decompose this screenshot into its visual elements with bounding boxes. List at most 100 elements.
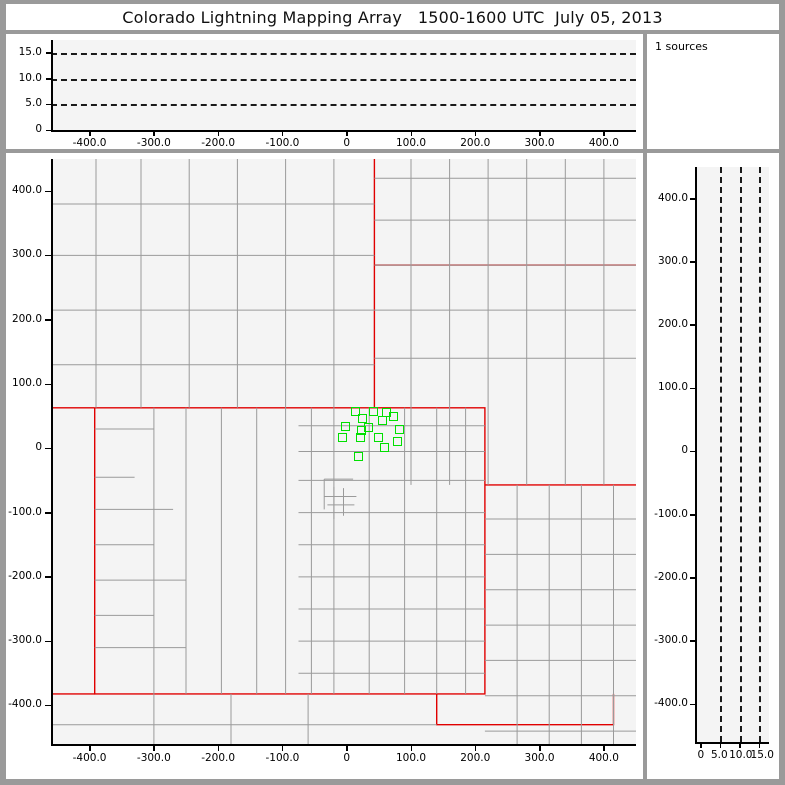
y-tick-label: 200.0 [11,312,42,325]
x-tick-label: 100.0 [395,752,427,764]
source-marker[interactable] [356,432,366,442]
y-tick-label: 200.0 [657,317,688,330]
gridline-horizontal [51,78,636,81]
x-tickmark [153,130,155,136]
altitude-histogram-panel[interactable]: 400.0 300.0 200.0 100.0 0 -100.0 -200.0 -300.0 -… [647,153,779,779]
x-tick-label: 200.0 [460,752,491,764]
x-tick-label: -100.0 [265,752,300,764]
x-tickmark [474,744,477,751]
x-tickmark [89,130,91,136]
y-tickmark [690,261,696,263]
y-tick-label: -100.0 [8,505,42,518]
x-tickmark [700,742,702,748]
gridline-vertical [759,167,762,742]
state-county-map [51,159,636,744]
source-marker[interactable] [354,451,364,461]
x-tick-label: -100.0 [265,137,300,149]
x-tick-label: -400.0 [72,137,107,149]
x-tickmark [719,742,722,748]
x-tickmark [346,744,348,751]
map-plot-area[interactable] [51,159,636,744]
y-tickmark [45,190,52,193]
x-tick-label: -200.0 [201,137,236,149]
y-tickmark [690,640,696,642]
y-tickmark [690,577,696,579]
y-axis-line [51,159,53,744]
x-tick-label: -300.0 [136,137,171,149]
y-tickmark [690,450,696,453]
y-tickmark [46,78,52,80]
y-tick-label: 15.0 [18,45,42,58]
source-marker[interactable] [364,423,374,433]
y-tickmark [46,129,52,131]
source-marker[interactable] [369,406,379,416]
right-plot-area[interactable] [695,167,769,742]
source-marker[interactable] [351,407,361,417]
gridline-horizontal [51,52,636,55]
gridline-vertical [739,167,742,742]
source-marker[interactable] [340,421,350,431]
x-tickmark [739,742,741,748]
page-title: Colorado Lightning Mapping Array 1500-16… [122,7,663,27]
x-tick-label: 5.0 [710,749,728,761]
x-tick-label: -400.0 [72,752,107,764]
y-tick-label: 100.0 [11,377,42,389]
y-tick-label: 0 [681,444,688,457]
time-height-panel[interactable]: 0 5.0 10.0 15.0 -400.0 -300.0 -200.0 -100.0 0 100… [6,34,643,149]
x-tickmark [758,742,761,748]
source-marker[interactable] [357,426,366,436]
x-tickmark [346,130,348,136]
plan-view-map-panel[interactable]: 400.0 300.0 200.0 100.0 0 -100.0 -200.0 -300.0 -… [6,153,643,779]
colorado-state-border [94,407,486,695]
y-tick-label: 300.0 [657,254,688,267]
y-tickmark [46,52,52,54]
y-tickmark [45,640,52,643]
x-tickmark [153,744,155,751]
source-marker[interactable] [394,424,404,434]
source-marker[interactable] [358,414,368,424]
x-tick-label: 10.0 [729,749,753,761]
y-tickmark [690,324,696,326]
x-tickmark [410,744,412,751]
x-tickmark [539,744,541,751]
source-marker[interactable] [379,442,389,452]
x-tick-label: 15.0 [750,749,774,761]
x-axis-line [51,744,636,746]
y-tickmark [690,198,696,200]
x-tick-label: 100.0 [395,137,427,149]
y-tick-label: -400.0 [8,698,42,711]
x-tickmark [410,130,412,136]
x-tick-label: -200.0 [201,752,236,764]
x-tick-label: 0 [697,749,705,761]
x-tickmark [217,130,220,136]
y-tick-label: -300.0 [654,633,688,646]
y-tickmark [45,254,52,257]
x-tickmark [89,744,91,751]
x-tick-label: 200.0 [460,137,491,149]
y-tick-label: -200.0 [654,570,688,583]
y-tick-label: 100.0 [657,381,688,394]
source-marker[interactable] [378,415,388,425]
top-plot-area[interactable] [51,40,636,130]
source-marker[interactable] [338,432,348,442]
y-tick-label: 5.0 [25,97,42,110]
source-count-label: 1 sources [655,40,708,53]
y-tickmark [690,514,696,516]
y-tickmark [45,319,52,321]
y-tickmark [45,383,52,385]
x-axis-line [51,130,636,132]
y-tickmark [45,704,52,707]
source-marker[interactable] [393,436,402,446]
source-marker[interactable] [374,432,384,442]
gridline-horizontal [51,104,636,107]
y-tick-label: -300.0 [8,634,42,647]
y-tick-label: -200.0 [8,569,42,582]
x-tickmark [281,130,284,136]
x-tickmark [603,130,605,136]
y-tick-label: 400.0 [11,184,42,197]
y-tickmark [690,703,696,706]
source-marker[interactable] [389,411,399,421]
y-tickmark [45,576,52,578]
source-count-panel: 1 sources [647,34,779,149]
x-tick-label: 400.0 [588,137,619,149]
